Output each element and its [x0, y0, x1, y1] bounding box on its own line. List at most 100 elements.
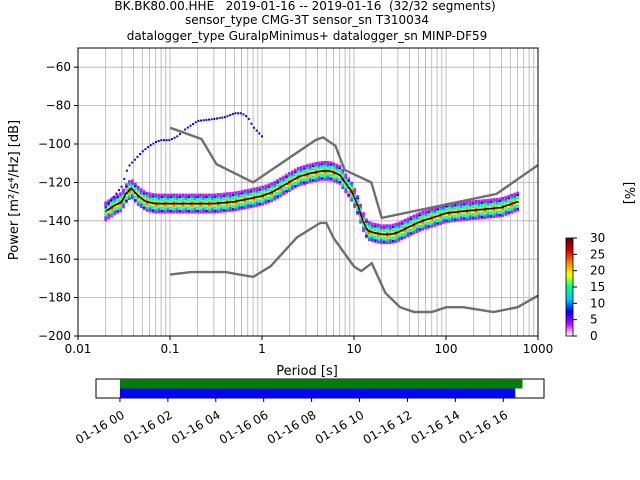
ppsd-cell — [249, 202, 253, 205]
ppsd-cell — [157, 195, 161, 198]
ppsd-cell — [184, 209, 188, 212]
ppsd-cell — [285, 177, 288, 180]
ppsd-cell — [154, 210, 158, 214]
ppsd-cell — [406, 217, 410, 220]
ppsd-cell — [166, 195, 170, 198]
ppsd-cell — [483, 212, 487, 216]
ppsd-cell — [492, 201, 496, 205]
ppsd-cell — [412, 230, 416, 233]
ppsd-cell — [234, 201, 238, 205]
ppsd-cell — [489, 214, 493, 217]
ppsd-cell — [374, 228, 377, 231]
ppsd-cell — [258, 203, 262, 207]
ppsd-cell — [311, 167, 315, 171]
ppsd-cell — [264, 200, 268, 203]
ppsd-cell — [279, 194, 282, 198]
ppsd-cell — [216, 208, 220, 212]
ppsd-cell — [282, 191, 285, 194]
ppsd-cell — [456, 208, 460, 212]
ppsd-outlier-cell — [131, 161, 134, 164]
ppsd-cell — [249, 195, 253, 198]
ppsd-cell — [128, 185, 131, 188]
ppsd-cell — [267, 186, 271, 190]
ppsd-cell — [344, 178, 348, 182]
ppsd-cell — [341, 172, 345, 176]
ppsd-cell — [116, 204, 119, 207]
ppsd-cell — [513, 196, 516, 199]
ppsd-cell — [353, 189, 356, 193]
ppsd-cell — [459, 218, 463, 222]
ppsd-cell — [119, 195, 122, 199]
timeline-tick-label: 01-16 14 — [409, 408, 463, 447]
ppsd-cell — [293, 173, 297, 177]
ppsd-cell — [320, 164, 324, 168]
ppsd-cell — [353, 200, 356, 203]
ppsd-outlier-cell — [231, 112, 234, 115]
ppsd-outlier-cell — [213, 117, 216, 120]
ppsd-cell — [347, 180, 351, 184]
ppsd-cell — [202, 203, 205, 207]
ppsd-cell — [314, 163, 318, 167]
ppsd-cell — [299, 167, 303, 171]
ppsd-cell — [492, 213, 496, 217]
ppsd-cell — [406, 222, 410, 226]
ppsd-cell — [344, 176, 348, 180]
ppsd-outlier-cell — [117, 189, 120, 192]
colorbar-tick-label: 30 — [590, 231, 605, 245]
ppsd-cell — [299, 179, 303, 183]
ppsd-cell — [169, 205, 173, 209]
ppsd-cell — [264, 184, 268, 188]
ppsd-cell — [199, 210, 202, 214]
ppsd-cell — [350, 181, 353, 185]
ppsd-cell — [216, 200, 220, 203]
ppsd-cell — [208, 207, 211, 211]
ppsd-cell — [288, 177, 291, 180]
ppsd-cell — [199, 197, 202, 200]
ppsd-cell — [261, 190, 265, 194]
ppsd-cell — [104, 201, 108, 204]
ppsd-cell — [418, 213, 422, 217]
ppsd-cell — [347, 194, 351, 198]
ppsd-cell — [264, 191, 268, 195]
ppsd-cell — [480, 199, 484, 202]
timeline-tick-label: 01-16 00 — [73, 408, 127, 447]
ppsd-cell — [291, 172, 294, 175]
ppsd-cell — [433, 217, 436, 220]
ppsd-cell — [412, 226, 416, 230]
ppsd-cell — [282, 192, 285, 196]
timeline-tick-label: 01-16 16 — [456, 408, 510, 447]
ppsd-cell — [314, 169, 318, 172]
ppsd-cell — [252, 199, 256, 203]
ppsd-cell — [480, 202, 484, 206]
ppsd-cell — [371, 239, 374, 243]
ppsd-cell — [222, 208, 226, 211]
ppsd-cell — [462, 214, 466, 218]
ppsd-cell — [510, 197, 514, 200]
ppsd-cell — [160, 210, 164, 214]
ppsd-cell — [388, 229, 392, 233]
ppsd-cell — [142, 192, 146, 195]
ppsd-cell — [516, 196, 519, 200]
ppsd-cell — [424, 213, 428, 216]
ppsd-cell — [279, 189, 282, 193]
ppsd-cell — [317, 163, 321, 166]
ppsd-cell — [151, 205, 155, 208]
ppsd-cell — [296, 170, 300, 173]
ppsd-cell — [436, 219, 439, 223]
ppsd-cell — [338, 182, 342, 185]
ppsd-cell — [436, 216, 439, 219]
ppsd-cell — [326, 171, 330, 174]
ppsd-cell — [299, 176, 303, 179]
ppsd-cell — [169, 203, 173, 207]
ppsd-cell — [415, 228, 419, 232]
ppsd-cell — [317, 166, 321, 170]
ppsd-outlier-cell — [261, 135, 263, 138]
ppsd-cell — [448, 220, 451, 223]
ppsd-cell — [136, 199, 140, 203]
ppsd-cell — [371, 232, 374, 236]
ppsd-cell — [371, 237, 374, 241]
ppsd-cell — [442, 221, 445, 224]
ppsd-cell — [468, 216, 472, 219]
ppsd-cell — [356, 212, 359, 215]
ppsd-cell — [320, 176, 324, 180]
